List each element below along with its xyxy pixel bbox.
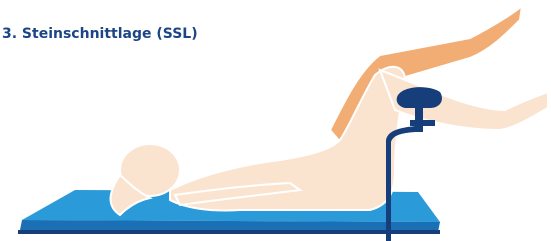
title: 3. Steinschnittlage (SSL) bbox=[2, 26, 198, 42]
leg-rest-clamp bbox=[410, 120, 435, 126]
page: 3. Steinschnittlage (SSL) bbox=[0, 0, 551, 241]
mat-base bbox=[18, 230, 440, 234]
